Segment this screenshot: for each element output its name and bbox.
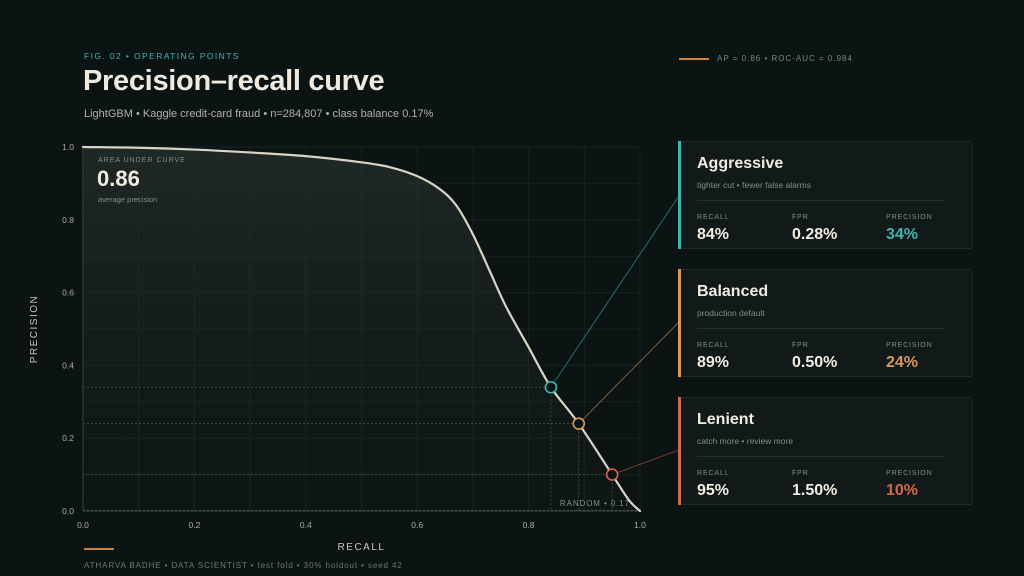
metric-value: 34% [886,226,919,243]
card-divider [697,200,944,201]
card-accent-bar [678,141,681,249]
metric-precision: PRECISION 34% [886,214,933,244]
card-title: Balanced [697,283,769,300]
card-accent-bar [678,269,681,377]
y-tick-label: 0.6 [62,288,74,298]
legend-text: AP = 0.86 • ROC-AUC = 0.984 [717,54,853,63]
metric-recall: RECALL 89% [697,342,730,372]
metric-label: PRECISION [886,342,933,349]
metric-fpr: FPR 0.50% [792,342,837,372]
metric-value: 24% [886,354,919,371]
metric-precision: PRECISION 10% [886,470,933,500]
metric-fpr: FPR 0.28% [792,214,837,244]
x-tick-label: 0.8 [523,520,535,530]
x-tick-label: 0.4 [300,520,312,530]
connector-line [578,321,680,424]
card-description: tighter cut • fewer false alarms [697,180,811,190]
operating-point-marker-lenient [605,468,619,481]
metric-label: FPR [792,214,809,221]
footer-accent-line [84,548,114,550]
card-description: catch more • review more [697,436,794,446]
y-tick-label: 0.2 [62,433,74,443]
metric-label: PRECISION [886,470,933,477]
auc-inset-value: 0.86 [97,166,140,191]
metric-value: 0.28% [792,226,838,243]
operating-point-marker-aggressive [544,380,558,394]
operating-point-marker-balanced [572,417,586,430]
metric-label: PRECISION [886,214,933,221]
y-tick-label: 0.8 [62,215,74,225]
metrics-legend: AP = 0.86 • ROC-AUC = 0.984 [679,54,853,63]
y-tick-label: 0.0 [62,506,74,516]
y-axis-label: PRECISION [29,295,40,364]
card-accent-bar [678,397,681,505]
connector-line [550,195,680,388]
x-tick-label: 0.0 [77,520,89,530]
auc-inset-caption: average precision [98,195,157,204]
metric-label: FPR [792,342,809,349]
metric-label: FPR [792,470,809,477]
auc-inset-label: AREA UNDER CURVE [98,157,186,164]
operating-point-card-lenient: Lenient catch more • review more RECALL 95%… [678,397,973,505]
metric-label: RECALL [697,470,730,477]
metric-label: RECALL [697,342,730,349]
metric-value: 84% [697,226,730,243]
metric-value: 95% [697,482,730,499]
y-tick-label: 1.0 [62,142,74,152]
operating-point-card-balanced: Balanced production default RECALL 89% FPR 0.… [678,269,973,377]
metric-value: 89% [697,354,730,371]
card-title: Lenient [697,411,754,428]
x-tick-label: 0.2 [188,520,200,530]
footer-credit: ATHARVA BADHE • DATA SCIENTIST • test fo… [84,561,403,570]
random-baseline-label: RANDOM • 0.17 [560,499,630,508]
metric-value: 0.50% [792,354,838,371]
curve-area-fill [83,147,640,511]
metric-precision: PRECISION 24% [886,342,933,372]
x-axis-label: RECALL [338,542,386,553]
card-divider [697,328,944,329]
x-tick-label: 0.6 [411,520,423,530]
metric-label: RECALL [697,214,730,221]
card-divider [697,456,944,457]
connector-line [611,449,680,476]
metric-recall: RECALL 84% [697,214,730,244]
y-tick-label: 0.4 [62,360,74,370]
operating-point-card-aggressive: Aggressive tighter cut • fewer false alar… [678,141,973,249]
metric-fpr: FPR 1.50% [792,470,837,500]
metric-value: 1.50% [792,482,838,499]
x-tick-label: 1.0 [634,520,646,530]
metric-value: 10% [886,482,919,499]
legend-line-swatch [679,57,709,60]
figure-eyebrow: FIG. 02 • OPERATING POINTS [84,51,240,61]
page-title: Precision–recall curve [83,65,385,97]
card-title: Aggressive [697,155,784,172]
metric-recall: RECALL 95% [697,470,730,500]
page-subtitle: LightGBM • Kaggle credit-card fraud • n=… [84,108,434,120]
card-description: production default [697,308,765,318]
